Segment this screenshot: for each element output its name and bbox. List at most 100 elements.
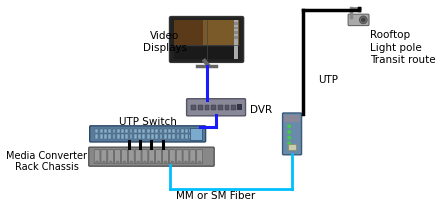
FancyBboxPatch shape	[169, 150, 175, 164]
Circle shape	[157, 161, 160, 164]
Text: DVR: DVR	[250, 105, 273, 115]
Bar	[125, 135, 128, 139]
FancyBboxPatch shape	[190, 150, 196, 164]
Bar	[147, 129, 149, 134]
Circle shape	[178, 161, 180, 164]
Text: UTP Switch: UTP Switch	[119, 116, 177, 126]
Bar	[198, 105, 203, 110]
Bar	[130, 129, 132, 134]
Bar	[151, 129, 154, 134]
FancyBboxPatch shape	[149, 150, 155, 164]
Bar	[172, 129, 175, 134]
Circle shape	[130, 161, 132, 164]
Circle shape	[192, 161, 194, 164]
FancyBboxPatch shape	[142, 150, 148, 164]
Circle shape	[137, 161, 139, 164]
Bar	[112, 129, 116, 134]
Text: MM or SM Fiber: MM or SM Fiber	[177, 190, 256, 200]
Circle shape	[288, 137, 290, 139]
Circle shape	[288, 125, 290, 128]
Bar	[151, 135, 154, 139]
Bar	[142, 135, 145, 139]
Text: UTP: UTP	[318, 74, 338, 84]
FancyBboxPatch shape	[101, 150, 107, 164]
Bar	[95, 135, 98, 139]
Bar	[112, 135, 116, 139]
Bar	[225, 105, 229, 110]
Bar	[117, 135, 120, 139]
Bar	[185, 129, 188, 134]
Bar	[134, 129, 137, 134]
Bar	[104, 129, 107, 134]
FancyBboxPatch shape	[108, 150, 114, 164]
Circle shape	[359, 17, 367, 24]
Bar	[234, 21, 238, 59]
FancyBboxPatch shape	[186, 99, 245, 116]
FancyBboxPatch shape	[115, 150, 120, 164]
Bar	[191, 105, 196, 110]
FancyBboxPatch shape	[156, 150, 161, 164]
Circle shape	[361, 18, 366, 23]
Bar	[205, 105, 210, 110]
Bar	[185, 135, 188, 139]
FancyBboxPatch shape	[135, 150, 141, 164]
Text: Video
Displays: Video Displays	[143, 31, 187, 52]
Bar	[164, 135, 167, 139]
Circle shape	[116, 161, 119, 164]
Bar	[121, 129, 124, 134]
Bar	[121, 135, 124, 139]
Bar	[160, 135, 162, 139]
Bar	[174, 21, 203, 46]
Bar	[194, 129, 197, 134]
FancyBboxPatch shape	[163, 150, 168, 164]
Bar	[190, 128, 202, 140]
Circle shape	[103, 161, 105, 164]
Bar	[138, 129, 141, 134]
Bar	[168, 129, 171, 134]
Bar	[142, 129, 145, 134]
Circle shape	[123, 161, 126, 164]
Bar	[155, 129, 158, 134]
FancyBboxPatch shape	[183, 150, 189, 164]
Bar	[234, 23, 238, 26]
Bar	[160, 129, 162, 134]
Bar	[125, 129, 128, 134]
Bar	[99, 129, 103, 134]
Bar	[285, 115, 300, 123]
Bar	[231, 105, 236, 110]
Circle shape	[110, 161, 112, 164]
Circle shape	[164, 161, 167, 164]
Bar	[134, 135, 137, 139]
Circle shape	[144, 161, 146, 164]
Circle shape	[185, 161, 187, 164]
Bar	[177, 135, 179, 139]
Bar	[190, 135, 192, 139]
Bar	[234, 32, 238, 35]
Bar	[168, 135, 171, 139]
FancyBboxPatch shape	[176, 150, 182, 164]
Circle shape	[288, 131, 290, 134]
Bar	[95, 129, 98, 134]
Text: Rooftop
Light pole
Transit route: Rooftop Light pole Transit route	[370, 30, 436, 65]
Bar	[99, 135, 103, 139]
Bar	[288, 145, 296, 150]
Bar	[108, 129, 111, 134]
Bar	[177, 129, 179, 134]
FancyBboxPatch shape	[197, 150, 202, 164]
Circle shape	[198, 161, 201, 164]
Bar	[218, 105, 223, 110]
FancyBboxPatch shape	[169, 18, 244, 63]
Bar	[138, 135, 141, 139]
Bar	[172, 135, 175, 139]
Bar	[234, 37, 238, 40]
Bar	[194, 135, 197, 139]
Bar	[108, 135, 111, 139]
Bar	[147, 135, 149, 139]
Bar	[211, 105, 216, 110]
Bar	[181, 129, 184, 134]
Bar	[155, 135, 158, 139]
Bar	[104, 135, 107, 139]
Bar	[203, 21, 240, 46]
FancyBboxPatch shape	[94, 150, 100, 164]
FancyBboxPatch shape	[121, 150, 127, 164]
